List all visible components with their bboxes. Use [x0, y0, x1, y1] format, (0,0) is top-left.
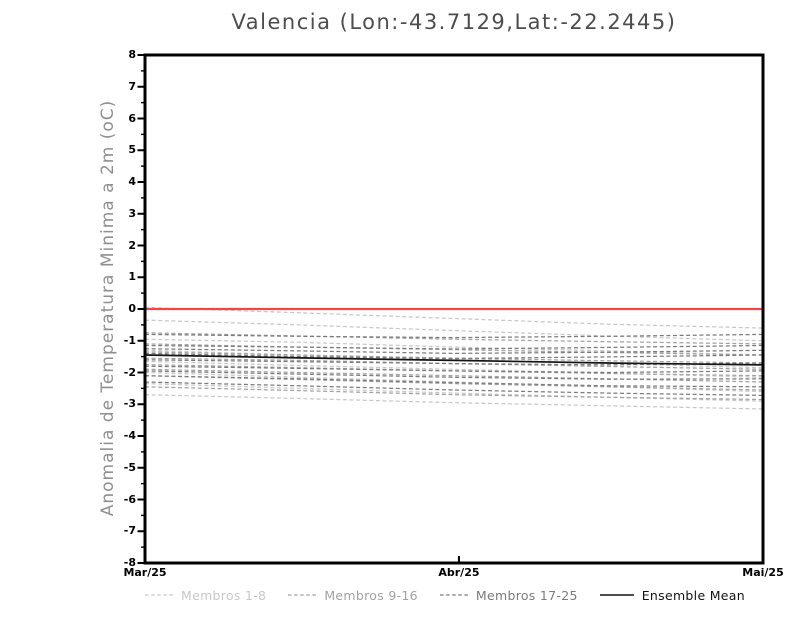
ensemble-member-line — [144, 333, 764, 339]
y-tick-label: 2 — [128, 238, 136, 252]
y-tick-label: 8 — [128, 48, 136, 61]
y-tick-label: -2 — [123, 365, 136, 379]
chart-legend: Membros 1-8 Membros 9-16 Membros 17-25 Ense… — [145, 586, 745, 604]
y-tick-label: 5 — [128, 143, 136, 157]
ensemble-member-line — [144, 381, 764, 397]
legend-item: Membros 9-16 — [288, 588, 418, 603]
legend-dashed-line-sample — [145, 594, 173, 596]
y-tick-label: 7 — [128, 79, 136, 93]
ensemble-member-line — [144, 319, 764, 342]
legend-item: Ensemble Mean — [599, 587, 745, 603]
ensemble-member-line — [144, 365, 764, 374]
ensemble-member-line — [144, 306, 764, 329]
y-tick-label: 4 — [128, 175, 136, 188]
y-tick-label: -6 — [123, 492, 136, 506]
ensemble-member-line — [144, 375, 764, 388]
legend-dashed-line-sample — [288, 594, 317, 596]
ensemble-member-line — [144, 394, 764, 410]
ensemble-member-line — [144, 375, 764, 391]
legend-label: Membros 1-8 — [181, 587, 267, 603]
legend-item: Membros 1-8 — [145, 588, 266, 603]
y-tick-label: -3 — [123, 397, 136, 411]
y-tick-label: 6 — [128, 111, 136, 125]
ensemble-member-line — [144, 349, 764, 369]
ensemble-member-line — [144, 363, 764, 377]
legend-solid-line-sample — [599, 594, 634, 596]
y-tick-label: -1 — [123, 333, 136, 347]
ensemble-member-line — [144, 344, 764, 350]
x-tick-label: Abr/25 — [438, 566, 480, 579]
chart-title: Valencia (Lon:-43.7129,Lat:-22.2445) — [231, 10, 677, 34]
ensemble-member-line — [144, 368, 764, 383]
legend-dashed-line-sample — [439, 594, 468, 596]
y-tick-label: 3 — [128, 206, 136, 220]
ensemble-member-line — [144, 382, 764, 402]
y-tick-label: -8 — [123, 556, 136, 569]
ensemble-member-line — [144, 357, 764, 370]
y-tick-label: -7 — [123, 524, 136, 538]
legend-item: Membros 17-25 — [439, 587, 578, 603]
ensemble-member-line — [144, 352, 764, 360]
ensemble-member-line — [144, 332, 764, 345]
y-tick-label: -4 — [123, 429, 136, 442]
ensemble-member-line — [144, 351, 764, 364]
x-tick-label: Mar/25 — [123, 566, 167, 579]
ensemble-member-line — [144, 370, 764, 380]
x-tick-label: Mai/25 — [742, 566, 784, 579]
y-tick-label: -5 — [123, 460, 136, 474]
ensemble-member-line — [144, 386, 764, 401]
legend-label: Membros 9-16 — [324, 587, 418, 603]
legend-label: Membros 17-25 — [475, 587, 578, 603]
legend-label: Ensemble Mean — [641, 587, 745, 603]
ensemble-member-line — [144, 338, 764, 356]
ensemble-member-line — [144, 343, 764, 356]
y-tick-label: 0 — [128, 302, 136, 315]
y-tick-label: 1 — [128, 270, 136, 284]
ensemble-member-line — [144, 348, 764, 355]
ensemble-mean-line — [144, 354, 764, 366]
